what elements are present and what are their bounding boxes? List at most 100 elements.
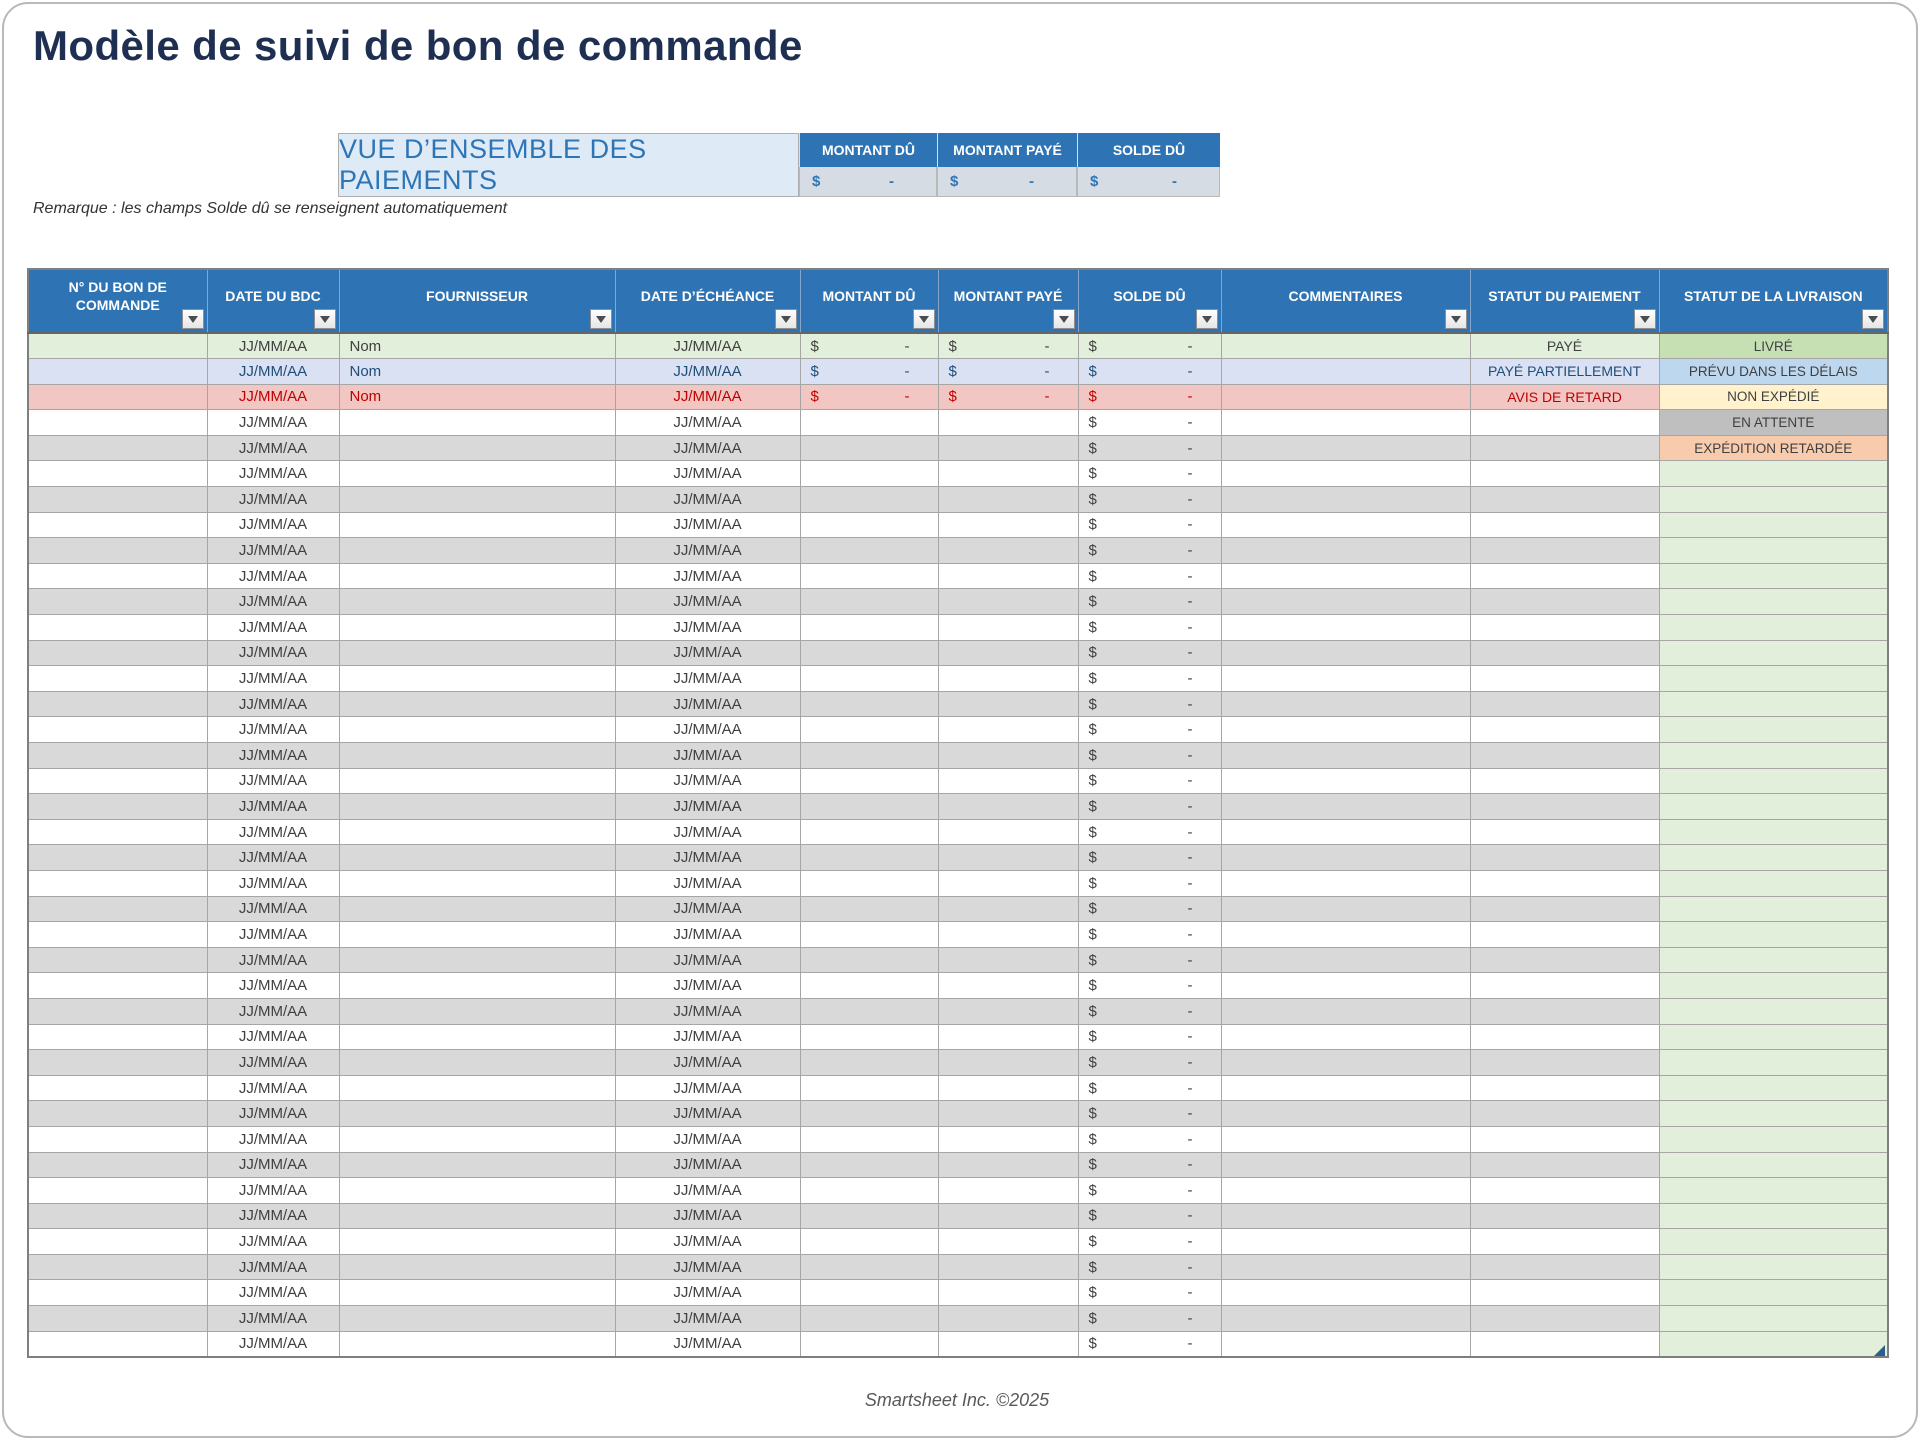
cell-commentaires[interactable]	[1220, 1177, 1471, 1204]
cell-montant-du[interactable]	[799, 1049, 939, 1076]
cell-po-number[interactable]	[27, 1253, 208, 1281]
cell-montant-du[interactable]	[799, 486, 939, 513]
cell-po-number[interactable]	[27, 511, 208, 539]
cell-fournisseur[interactable]	[338, 460, 616, 488]
cell-fournisseur[interactable]	[338, 1074, 616, 1102]
cell-solde-du[interactable]: $ -	[1077, 562, 1222, 590]
cell-commentaires[interactable]	[1220, 511, 1471, 539]
cell-statut-paiement[interactable]	[1469, 1253, 1660, 1281]
cell-po-number[interactable]	[27, 716, 208, 743]
cell-montant-du[interactable]: $ -	[799, 332, 939, 360]
cell-fournisseur[interactable]: Nom	[338, 383, 616, 411]
cell-commentaires[interactable]	[1220, 639, 1471, 667]
cell-montant-du[interactable]	[799, 511, 939, 539]
cell-montant-du[interactable]	[799, 1253, 939, 1281]
cell-date-echeance[interactable]: JJ/MM/AA	[614, 537, 801, 564]
cell-statut-livraison[interactable]	[1658, 869, 1889, 897]
cell-fournisseur[interactable]	[338, 818, 616, 846]
cell-po-number[interactable]	[27, 460, 208, 488]
cell-montant-paye[interactable]	[937, 1330, 1079, 1358]
filter-button[interactable]	[313, 309, 336, 329]
cell-statut-livraison[interactable]: NON EXPÉDIÉ	[1658, 383, 1889, 411]
cell-montant-paye[interactable]	[937, 511, 1079, 539]
cell-montant-du[interactable]	[799, 639, 939, 667]
cell-solde-du[interactable]: $ -	[1077, 716, 1222, 743]
cell-po-number[interactable]	[27, 1279, 208, 1307]
cell-statut-livraison[interactable]: LIVRÉ	[1658, 332, 1889, 360]
cell-statut-livraison[interactable]	[1658, 1125, 1889, 1153]
cell-montant-du[interactable]	[799, 921, 939, 948]
cell-statut-paiement[interactable]	[1469, 537, 1660, 564]
cell-date-bdc[interactable]: JJ/MM/AA	[206, 1202, 340, 1230]
cell-po-number[interactable]	[27, 383, 208, 411]
cell-montant-paye[interactable]	[937, 1074, 1079, 1102]
cell-statut-paiement[interactable]	[1469, 434, 1660, 462]
cell-statut-livraison[interactable]	[1658, 997, 1889, 1025]
cell-solde-du[interactable]: $ -	[1077, 1074, 1222, 1102]
cell-date-bdc[interactable]: JJ/MM/AA	[206, 383, 340, 411]
cell-solde-du[interactable]: $ -	[1077, 665, 1222, 692]
cell-po-number[interactable]	[27, 486, 208, 513]
cell-montant-du[interactable]	[799, 1151, 939, 1179]
cell-montant-du[interactable]	[799, 742, 939, 769]
cell-date-echeance[interactable]: JJ/MM/AA	[614, 1049, 801, 1076]
cell-fournisseur[interactable]	[338, 869, 616, 897]
cell-montant-du[interactable]	[799, 434, 939, 462]
cell-statut-livraison[interactable]	[1658, 767, 1889, 795]
cell-commentaires[interactable]	[1220, 1279, 1471, 1307]
cell-fournisseur[interactable]	[338, 1305, 616, 1332]
cell-date-echeance[interactable]: JJ/MM/AA	[614, 460, 801, 488]
cell-montant-du[interactable]	[799, 844, 939, 871]
cell-date-bdc[interactable]: JJ/MM/AA	[206, 358, 340, 385]
cell-statut-paiement[interactable]	[1469, 562, 1660, 590]
cell-fournisseur[interactable]	[338, 742, 616, 769]
cell-commentaires[interactable]	[1220, 537, 1471, 564]
cell-commentaires[interactable]	[1220, 1253, 1471, 1281]
cell-montant-paye[interactable]	[937, 1279, 1079, 1307]
cell-statut-livraison[interactable]	[1658, 1202, 1889, 1230]
cell-solde-du[interactable]: $ -	[1077, 639, 1222, 667]
cell-solde-du[interactable]: $ -	[1077, 1202, 1222, 1230]
cell-po-number[interactable]	[27, 869, 208, 897]
cell-po-number[interactable]	[27, 409, 208, 436]
cell-statut-paiement[interactable]	[1469, 1074, 1660, 1102]
cell-solde-du[interactable]: $ -	[1077, 946, 1222, 974]
cell-montant-du[interactable]	[799, 1279, 939, 1307]
cell-po-number[interactable]	[27, 588, 208, 616]
cell-montant-du[interactable]	[799, 1305, 939, 1332]
cell-date-echeance[interactable]: JJ/MM/AA	[614, 997, 801, 1025]
cell-fournisseur[interactable]	[338, 921, 616, 948]
cell-date-bdc[interactable]: JJ/MM/AA	[206, 818, 340, 846]
cell-date-bdc[interactable]: JJ/MM/AA	[206, 614, 340, 641]
cell-date-echeance[interactable]: JJ/MM/AA	[614, 1100, 801, 1127]
cell-po-number[interactable]	[27, 895, 208, 923]
cell-po-number[interactable]	[27, 767, 208, 795]
cell-statut-livraison[interactable]	[1658, 895, 1889, 923]
cell-po-number[interactable]	[27, 614, 208, 641]
cell-commentaires[interactable]	[1220, 1330, 1471, 1358]
cell-solde-du[interactable]: $ -	[1077, 1177, 1222, 1204]
cell-montant-du[interactable]	[799, 895, 939, 923]
cell-fournisseur[interactable]	[338, 1202, 616, 1230]
cell-statut-paiement[interactable]	[1469, 946, 1660, 974]
cell-commentaires[interactable]	[1220, 1125, 1471, 1153]
cell-date-bdc[interactable]: JJ/MM/AA	[206, 1177, 340, 1204]
cell-solde-du[interactable]: $ -	[1077, 997, 1222, 1025]
cell-statut-paiement[interactable]	[1469, 921, 1660, 948]
cell-date-echeance[interactable]: JJ/MM/AA	[614, 1305, 801, 1332]
cell-date-echeance[interactable]: JJ/MM/AA	[614, 588, 801, 616]
cell-solde-du[interactable]: $ -	[1077, 460, 1222, 488]
cell-date-echeance[interactable]: JJ/MM/AA	[614, 1202, 801, 1230]
cell-commentaires[interactable]	[1220, 869, 1471, 897]
cell-montant-paye[interactable]	[937, 434, 1079, 462]
cell-fournisseur[interactable]	[338, 1253, 616, 1281]
cell-statut-paiement[interactable]	[1469, 818, 1660, 846]
cell-montant-paye[interactable]	[937, 588, 1079, 616]
cell-po-number[interactable]	[27, 332, 208, 360]
cell-date-echeance[interactable]: JJ/MM/AA	[614, 614, 801, 641]
cell-statut-livraison[interactable]	[1658, 588, 1889, 616]
cell-montant-du[interactable]	[799, 665, 939, 692]
cell-po-number[interactable]	[27, 434, 208, 462]
cell-po-number[interactable]	[27, 972, 208, 999]
cell-date-bdc[interactable]: JJ/MM/AA	[206, 997, 340, 1025]
